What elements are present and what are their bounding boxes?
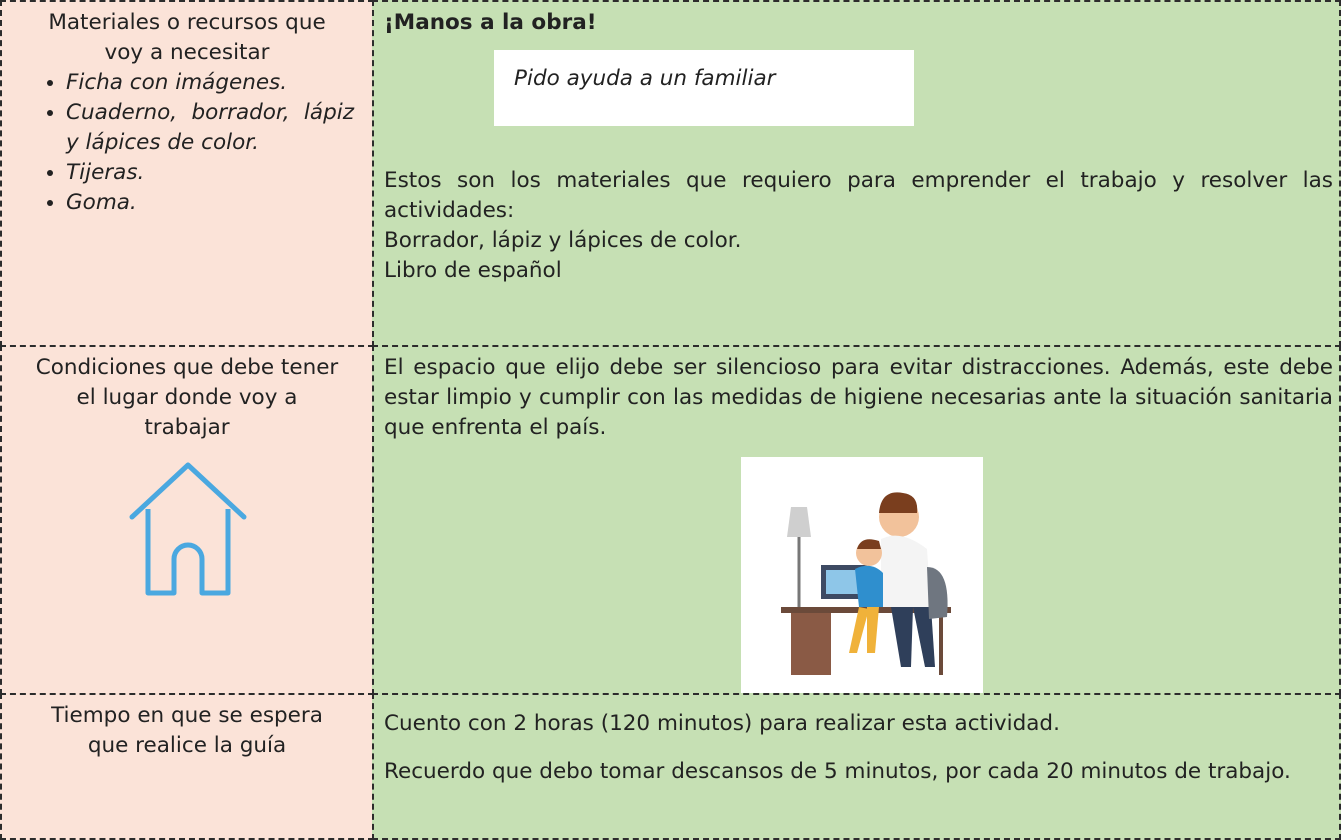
cell: Condiciones que debe tener el lugar dond… xyxy=(0,345,374,695)
paragraph: Borrador, lápiz y lápices de color. xyxy=(384,228,742,253)
row-label: Tiempo en que se espera que realice la g… xyxy=(51,703,323,758)
cell: Materiales o recursos que voy a necesita… xyxy=(0,0,374,347)
paragraph: Cuento con 2 horas (120 minutos) para re… xyxy=(384,711,1060,736)
cell: Cuento con 2 horas (120 minutos) para re… xyxy=(372,693,1341,840)
cell: ¡Manos a la obra! Pido ayuda a un famili… xyxy=(372,0,1341,347)
house-icon xyxy=(129,462,247,596)
row-label: Materiales o recursos que voy a necesita… xyxy=(48,10,326,65)
cell: El espacio que elijo debe ser silencioso… xyxy=(372,345,1341,695)
paragraph: Recuerdo que debo tomar descansos de 5 m… xyxy=(384,759,1291,784)
list-item: Ficha con imágenes. xyxy=(66,68,354,98)
illustration xyxy=(741,457,983,693)
paragraph: El espacio que elijo debe ser silencioso… xyxy=(384,355,1333,440)
cell: Tiempo en que se espera que realice la g… xyxy=(0,693,374,840)
heading: ¡Manos a la obra! xyxy=(384,10,597,35)
paragraph: Estos son los materiales que requiero pa… xyxy=(384,168,1333,223)
list-item: Cuaderno, borrador, lápiz y lápices de c… xyxy=(66,98,354,158)
row-label: Condiciones que debe tener el lugar dond… xyxy=(35,355,339,440)
list-item: Goma. xyxy=(66,188,354,218)
list-item: Tijeras. xyxy=(66,158,354,188)
paragraph: Libro de español xyxy=(384,258,562,283)
materials-list: Ficha con imágenes. Cuaderno, borrador, … xyxy=(20,68,354,218)
note-box: Pido ayuda a un familiar xyxy=(494,50,914,126)
